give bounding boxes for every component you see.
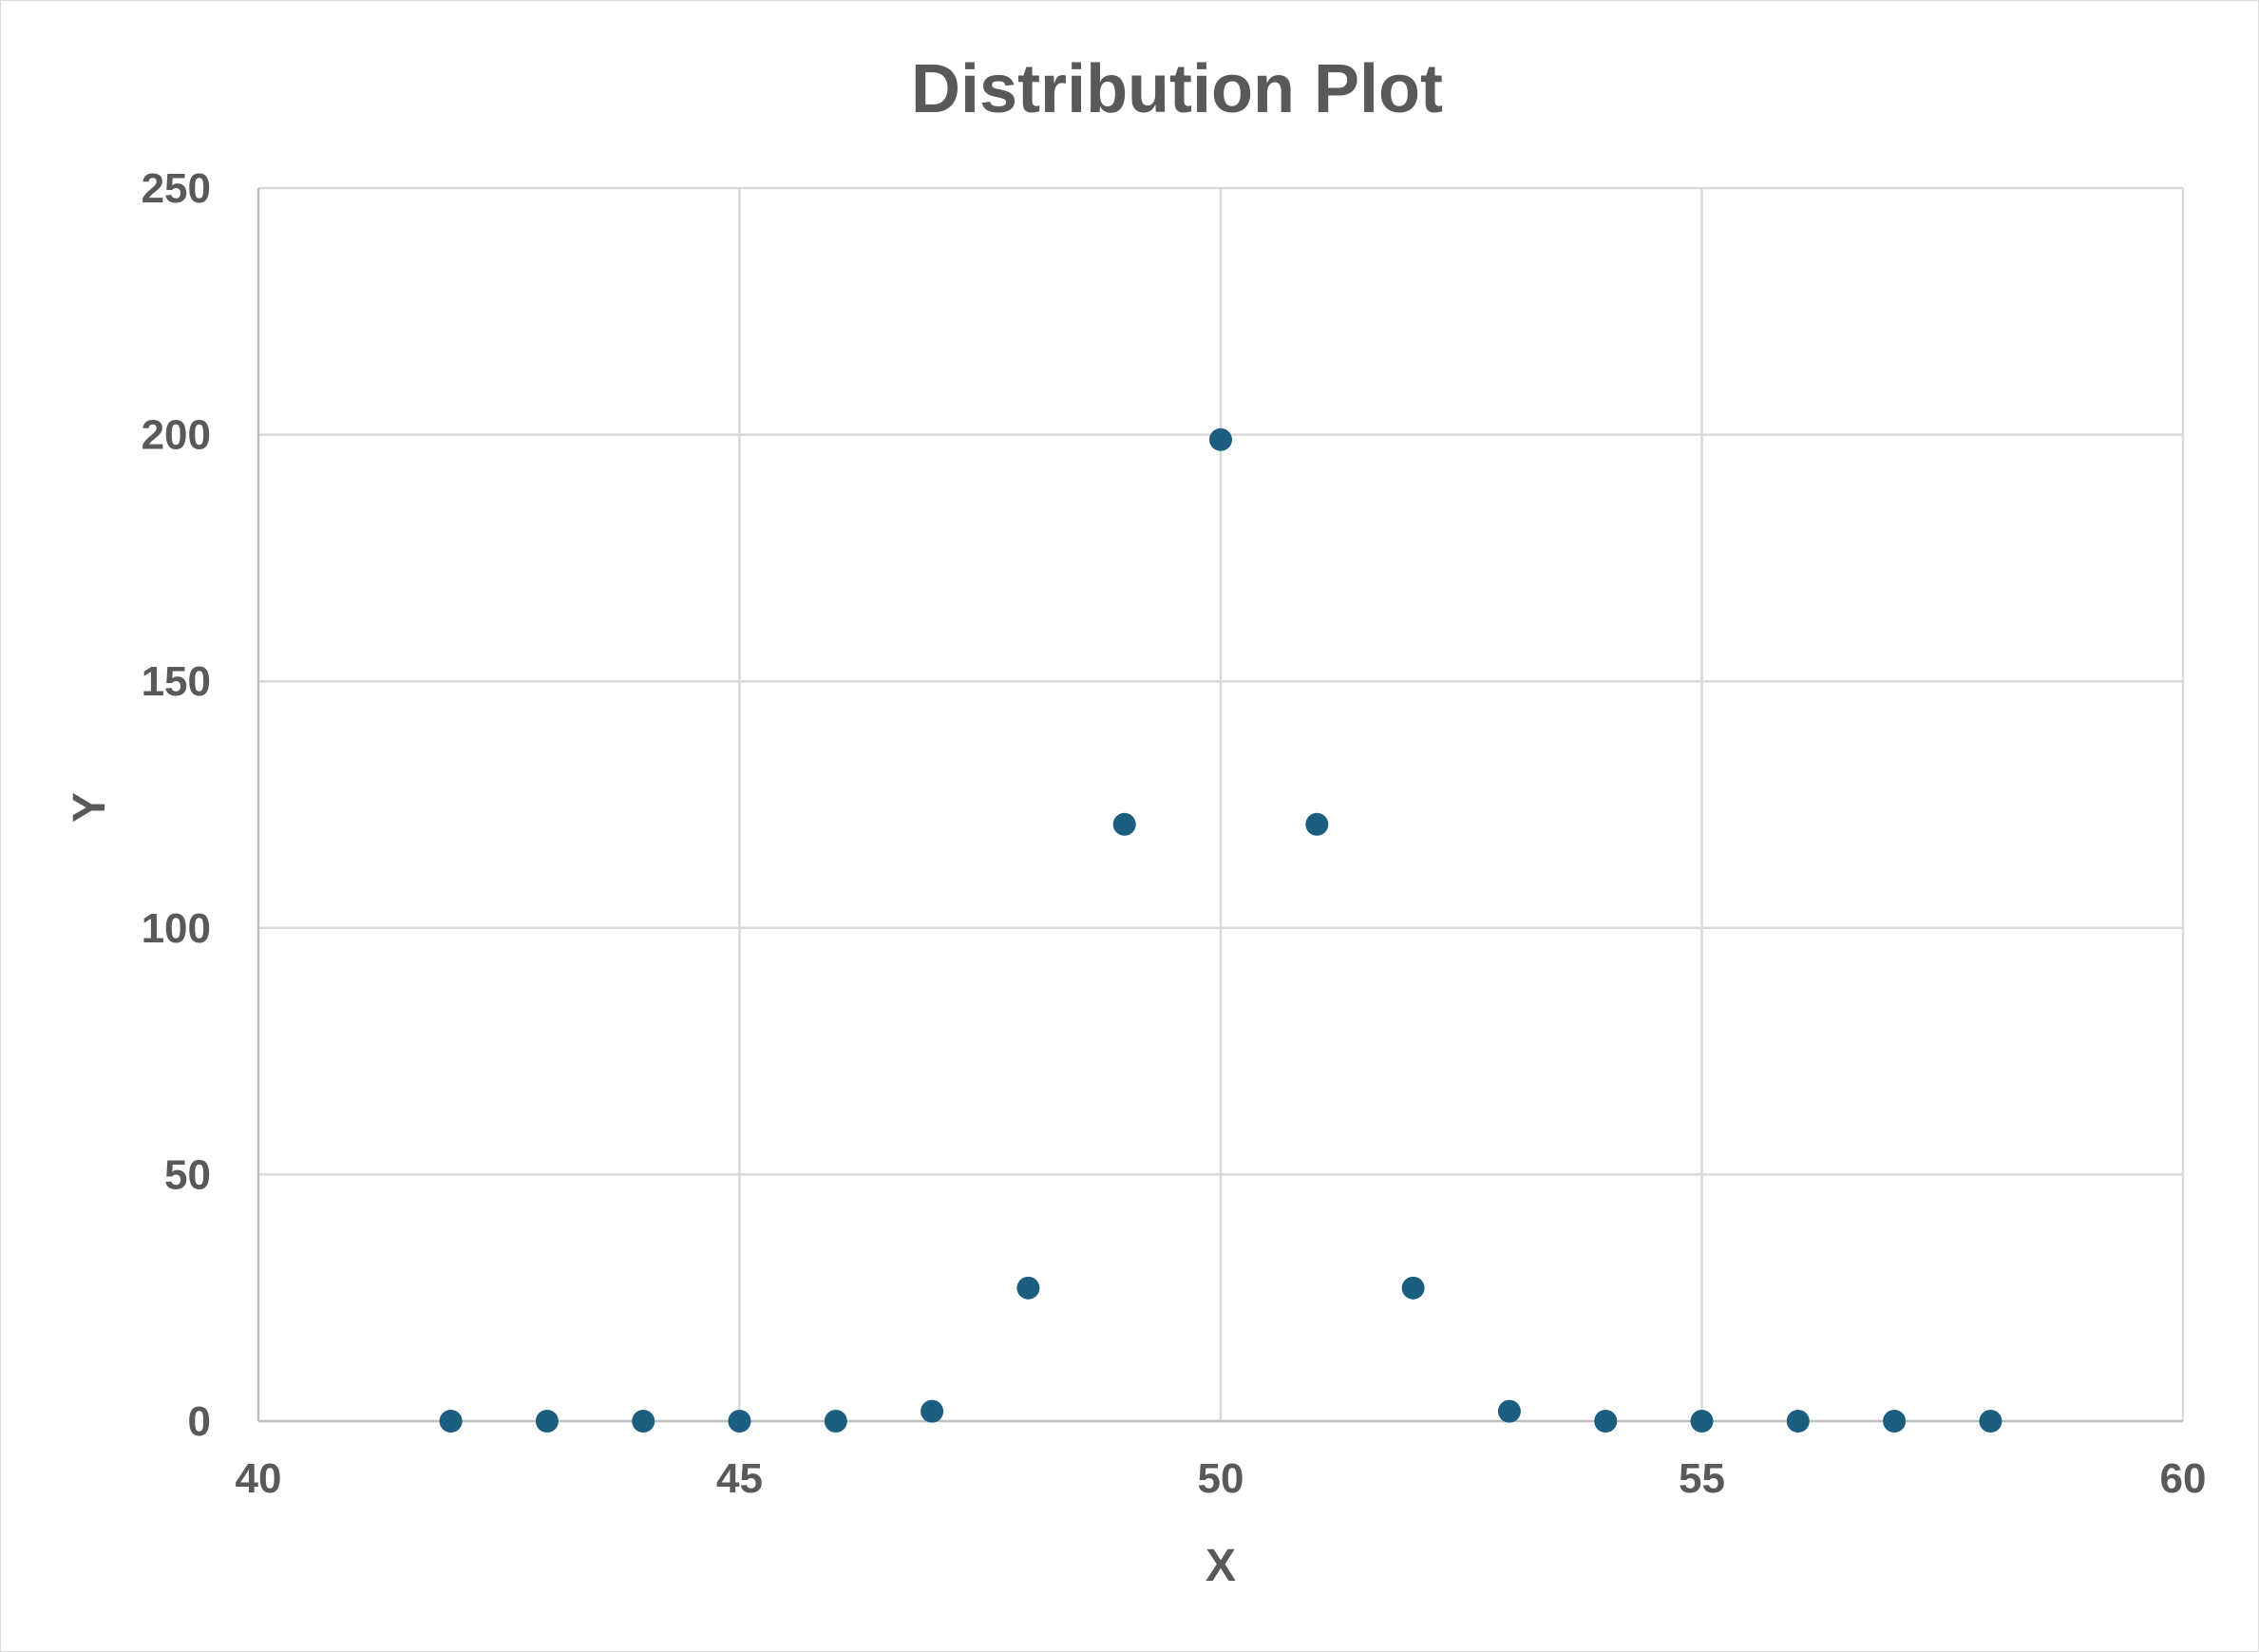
data-point [1497,1399,1521,1423]
y-tick-label-0: 0 [188,1398,211,1445]
x-tick-label-40: 40 [236,1455,282,1502]
data-point [535,1410,559,1433]
data-point [1016,1276,1040,1300]
x-tick-label-55: 55 [1679,1455,1725,1502]
axes [256,188,2183,1423]
y-tick-label-250: 250 [142,165,211,212]
y-tick-label-200: 200 [142,412,211,459]
data-point [632,1410,655,1433]
gridlines [258,186,2185,1421]
data-point [1786,1410,1810,1433]
x-tick-label-50: 50 [1198,1455,1244,1502]
tick-labels: 0 50 100 150 200 250 40 45 50 55 60 [142,165,2207,1502]
data-point [1883,1410,1907,1433]
y-tick-label-50: 50 [164,1151,211,1198]
chart-title: Distribution Plot [911,51,1443,127]
data-point [1979,1410,2003,1433]
data-point [1209,427,1232,451]
data-point [1112,812,1136,836]
data-point [728,1410,751,1433]
data-point [1401,1276,1425,1300]
data-point [824,1410,847,1433]
x-tick-label-60: 60 [2160,1455,2207,1502]
y-axis-title: Y [65,792,115,823]
y-tick-label-100: 100 [142,905,211,952]
data-point [1690,1410,1714,1433]
data-point [1305,812,1329,836]
data-point [1594,1410,1618,1433]
data-point [439,1410,463,1433]
data-point [921,1399,944,1423]
x-axis-title: X [1205,1541,1236,1591]
y-tick-label-150: 150 [142,658,211,705]
x-tick-label-45: 45 [716,1455,763,1502]
data-points [439,427,2003,1433]
